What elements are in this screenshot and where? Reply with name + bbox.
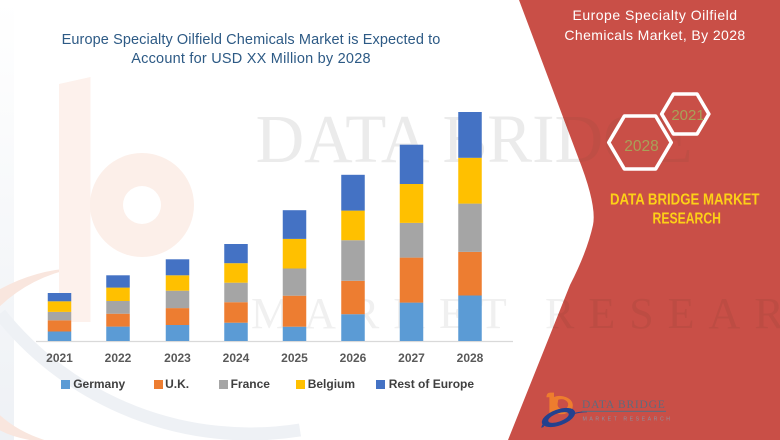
svg-text:RESEARCH: RESEARCH <box>653 211 722 228</box>
svg-text:DATA BRIDGE MARKET: DATA BRIDGE MARKET <box>610 192 760 209</box>
svg-text:DATA BRIDGE: DATA BRIDGE <box>582 399 666 411</box>
svg-text:2028: 2028 <box>624 138 658 155</box>
svg-text:MARKET RESEARCH: MARKET RESEARCH <box>583 417 673 423</box>
svg-text:DATA BRIDGE: DATA BRIDGE <box>256 101 693 177</box>
svg-text:2021: 2021 <box>671 107 704 124</box>
